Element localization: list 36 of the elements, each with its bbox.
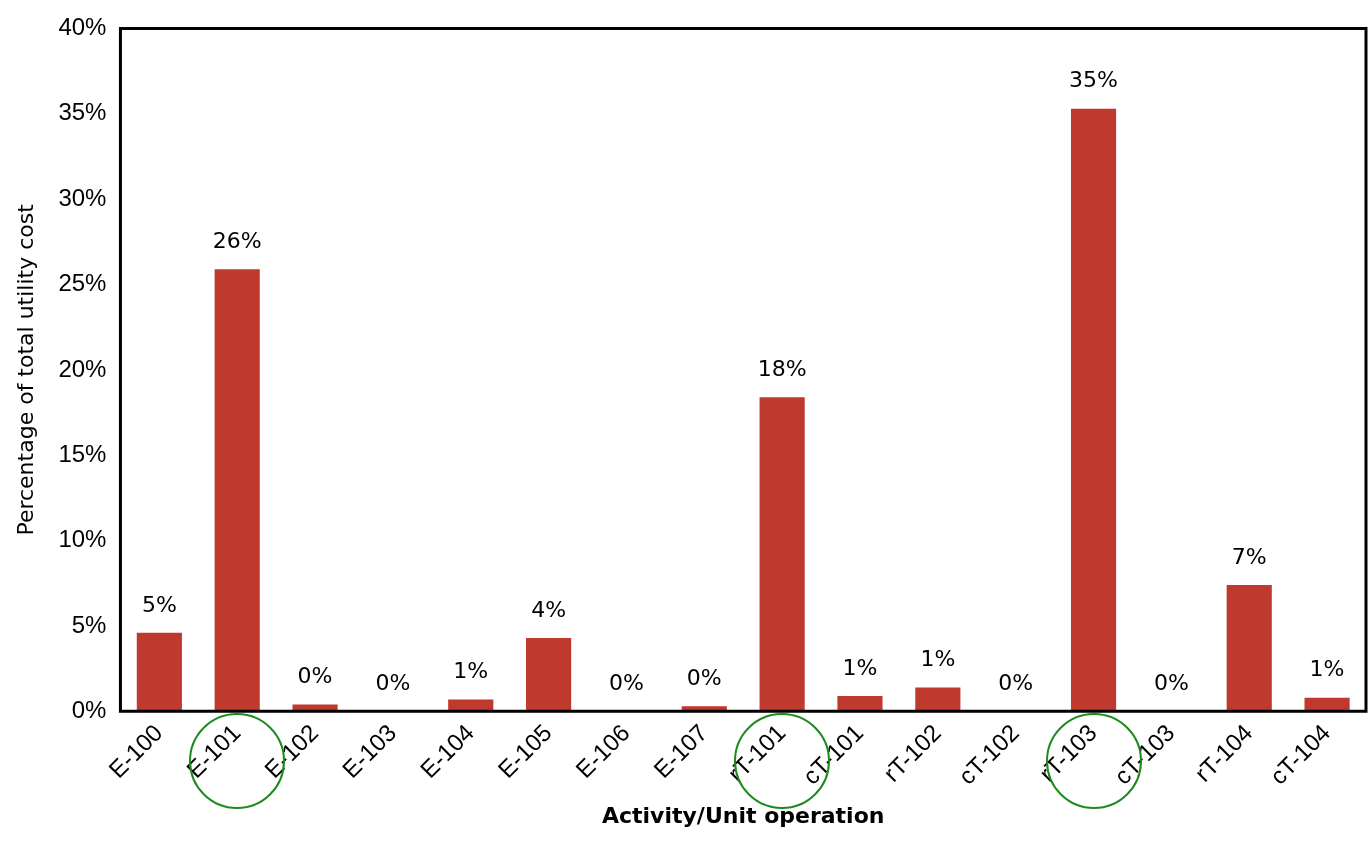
- y-tick-label: 15%: [58, 439, 107, 467]
- y-tick-label: 10%: [58, 525, 107, 553]
- data-label: 5%: [141, 591, 177, 617]
- bar: [759, 397, 805, 712]
- y-axis-title: Percentage of total utility cost: [12, 203, 38, 536]
- data-label: 1%: [920, 646, 956, 672]
- data-label: 35%: [1069, 67, 1118, 93]
- data-label: 0%: [375, 670, 411, 696]
- data-label: 0%: [297, 663, 333, 689]
- data-label: 0%: [608, 670, 644, 696]
- bar: [1226, 585, 1272, 712]
- y-tick-label: 35%: [58, 98, 107, 126]
- y-tick-label: 5%: [71, 610, 107, 638]
- bar: [1070, 108, 1117, 712]
- bar: [915, 687, 961, 712]
- data-label: 26%: [212, 227, 262, 253]
- data-label: 7%: [1231, 543, 1267, 569]
- data-label: 0%: [686, 664, 722, 690]
- data-label: 1%: [453, 658, 489, 684]
- bar: [448, 699, 494, 712]
- data-label: 1%: [842, 654, 878, 680]
- bar: [214, 269, 260, 712]
- data-label: 1%: [1309, 656, 1345, 682]
- data-label: 0%: [998, 670, 1034, 696]
- bar: [526, 637, 572, 712]
- y-tick-label: 0%: [71, 695, 107, 723]
- data-label: 18%: [757, 355, 807, 381]
- y-tick-label: 30%: [58, 183, 107, 211]
- bar: [136, 632, 182, 712]
- y-tick-label: 40%: [58, 13, 107, 41]
- data-label: 4%: [531, 596, 567, 622]
- bar: [837, 695, 883, 712]
- x-axis-title: Activity/Unit operation: [601, 802, 885, 828]
- data-label: 0%: [1153, 670, 1189, 696]
- y-tick-label: 25%: [58, 269, 107, 297]
- y-tick-label: 20%: [58, 354, 107, 382]
